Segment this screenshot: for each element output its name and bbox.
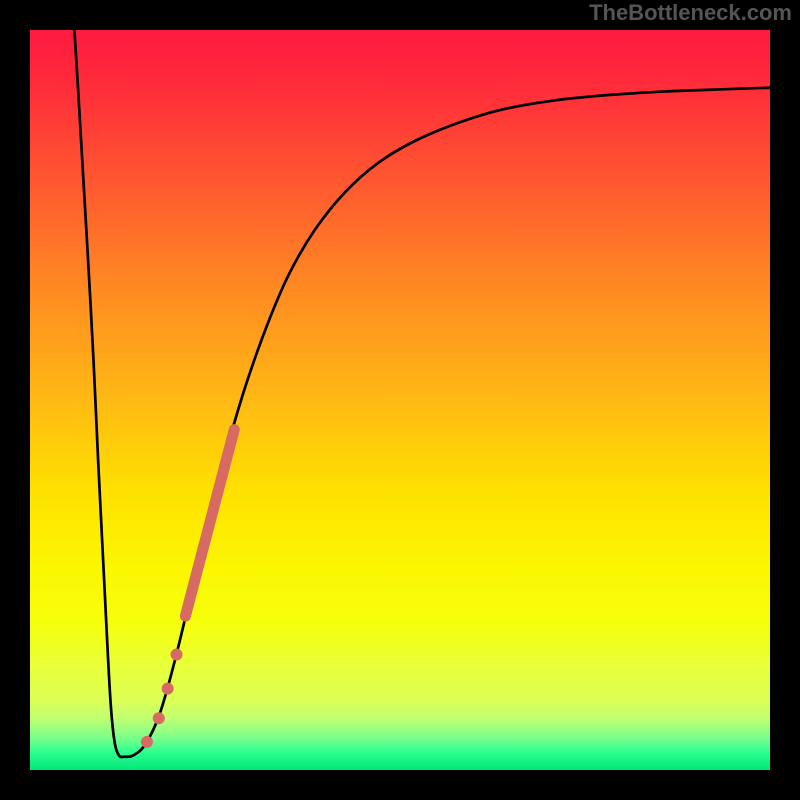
highlight-dot <box>171 649 183 661</box>
highlight-dot <box>153 712 165 724</box>
watermark-text: TheBottleneck.com <box>589 0 792 26</box>
highlight-dot <box>141 736 153 748</box>
highlight-dot <box>162 683 174 695</box>
gradient-background <box>30 30 770 770</box>
bottleneck-curve-chart <box>0 0 800 800</box>
chart-container: { "watermark": { "text": "TheBottleneck.… <box>0 0 800 800</box>
